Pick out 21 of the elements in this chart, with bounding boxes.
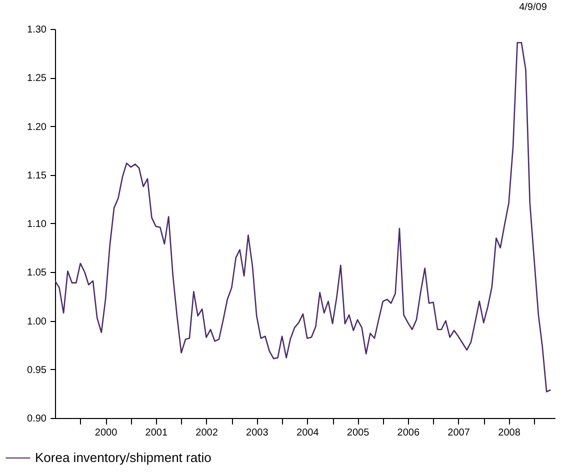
line-series (55, 42, 552, 392)
x-tick-label: 2007 (448, 428, 470, 438)
y-tick-label: 1.05 (27, 268, 47, 279)
legend-label: Korea inventory/shipment ratio (35, 450, 212, 465)
y-tick-label: 0.90 (27, 414, 47, 424)
x-tick-label: 2004 (296, 428, 320, 438)
x-tick-label: 2003 (246, 428, 269, 438)
text: 4/9/09 (519, 2, 548, 13)
y-tick-label: 1.20 (27, 122, 47, 133)
y-tick-label: 1.10 (27, 219, 47, 230)
x-tick-label: 2000 (94, 428, 118, 438)
y-tick-label: 1.15 (27, 170, 47, 182)
y-tick-label: 1.00 (27, 316, 47, 328)
x-tick-label: 2001 (145, 428, 168, 438)
x-tick-label: 2005 (346, 428, 370, 438)
x-tick-label: 2006 (397, 428, 420, 438)
y-tick-label: 0.95 (27, 364, 47, 376)
x-tick-label: 2008 (498, 428, 521, 438)
y-tick-label: 1.30 (27, 24, 47, 36)
y-tick-label: 1.25 (27, 73, 47, 84)
x-tick-label: 2002 (196, 428, 218, 438)
